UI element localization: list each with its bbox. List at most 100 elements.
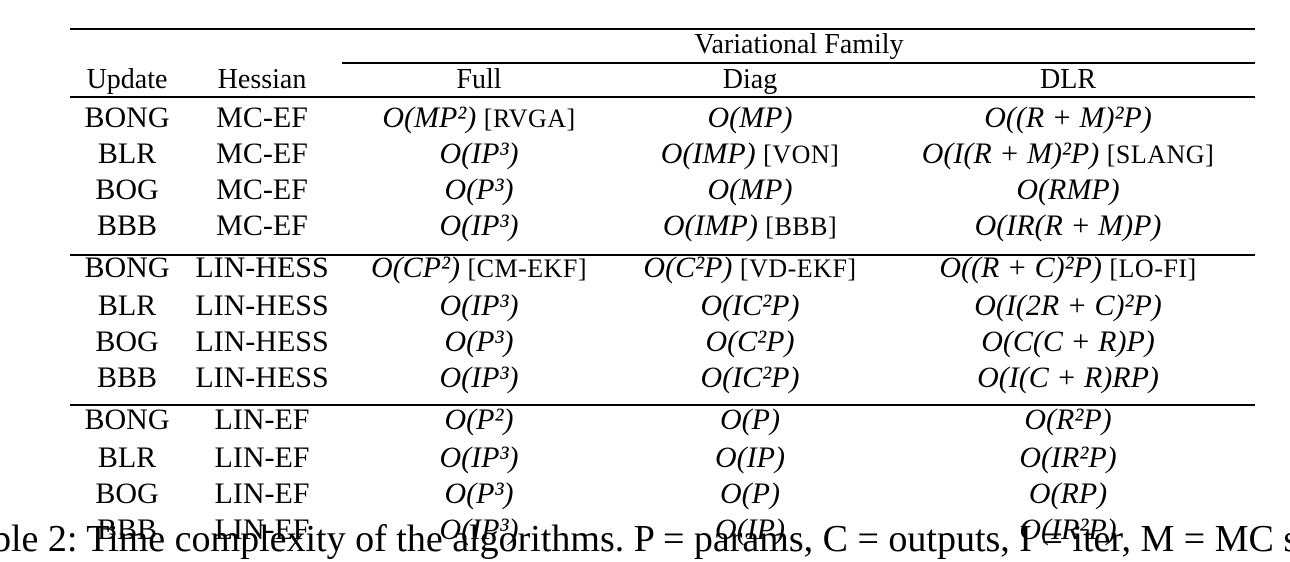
full-complexity-cell: O(P³) (445, 172, 514, 208)
hessian-cell: LIN-HESS (195, 251, 329, 284)
update-cell: BBB (96, 361, 158, 394)
header-rule (70, 96, 1255, 98)
full-complexity-cell: O(IP³) (440, 512, 519, 548)
update-cell: BONG (84, 251, 170, 284)
hessian-cell: LIN-HESS (195, 361, 329, 394)
diag-complexity-cell: O(IMP) [VON] (661, 136, 840, 173)
table-caption: ble 2: Time complexity of the algorithms… (0, 518, 1290, 560)
hessian-cell: LIN-EF (214, 513, 310, 546)
dlr-complexity-cell: O(IR²P) (1019, 512, 1116, 548)
full-complexity-cell: O(P³) (445, 476, 514, 512)
top-rule (70, 28, 1255, 30)
section-rule-1 (70, 254, 1255, 256)
hessian-cell: MC-EF (216, 173, 308, 206)
diag-complexity-cell: O(IP) (715, 512, 785, 548)
dlr-complexity: O((R + M)²P) (984, 101, 1152, 134)
diag-complexity-cell: O(IC²P) (701, 360, 800, 396)
full-complexity-cell: O(P³) (445, 324, 514, 360)
full-header: Full (456, 64, 502, 95)
dlr-complexity: O(I(2R + C)²P) (974, 289, 1162, 322)
dlr-complexity-cell: O((R + M)²P) (984, 100, 1152, 136)
dlr-complexity-cell: O(C(C + R)P) (981, 324, 1155, 360)
dlr-complexity: O(R²P) (1024, 403, 1112, 436)
dlr-complexity-cell: O(R²P) (1024, 402, 1111, 438)
diag-complexity-cell: O(IMP) [BBB] (663, 208, 837, 245)
update-cell: BONG (84, 101, 170, 134)
diag-complexity-cell: O(MP) (708, 100, 793, 136)
diag-complexity-cell: O(IC²P) (701, 288, 800, 324)
full-complexity-cell: O(IP³) (440, 360, 519, 396)
dlr-complexity: O(I(C + R)RP) (977, 361, 1159, 394)
update-header: Update (86, 64, 168, 95)
dlr-complexity: O(C(C + R)P) (981, 325, 1155, 358)
diag-complexity: O(IMP) (662, 209, 758, 242)
hessian-cell: MC-EF (216, 101, 308, 134)
full-complexity: O(MP²) (382, 101, 477, 134)
dlr-complexity-cell: O(IR²P) (1019, 440, 1116, 476)
diag-complexity-cell: O(IP) (715, 440, 785, 476)
diag-complexity: O(C²P) (643, 251, 733, 284)
variational-family-header: Variational Family (694, 29, 904, 60)
update-cell: BLR (97, 137, 157, 170)
full-complexity: O(IP³) (439, 137, 519, 170)
citation-tag: [VON] (763, 140, 840, 169)
diag-complexity: O(P) (720, 477, 780, 510)
hessian-cell: LIN-HESS (195, 289, 329, 322)
citation-tag: [LO-FI] (1109, 254, 1197, 283)
hessian-cell: MC-EF (216, 209, 308, 242)
dlr-complexity: O(IR²P) (1019, 513, 1117, 546)
citation-tag: [CM-EKF] (467, 254, 588, 283)
dlr-complexity-cell: O(RMP) (1016, 172, 1119, 208)
dlr-complexity-cell: O(IR(R + M)P) (975, 208, 1162, 244)
full-complexity: O(P²) (444, 403, 514, 436)
hessian-header: Hessian (217, 64, 307, 95)
full-complexity-cell: O(IP³) (440, 208, 519, 244)
dlr-complexity-cell: O(I(R + M)²P) [SLANG] (922, 136, 1215, 173)
diag-complexity-cell: O(MP) (708, 172, 793, 208)
citation-tag: [SLANG] (1106, 140, 1215, 169)
full-complexity: O(IP³) (439, 289, 519, 322)
group-rule (342, 62, 1255, 64)
diag-complexity: O(IC²P) (700, 289, 800, 322)
update-cell: BOG (95, 325, 159, 358)
diag-complexity: O(P) (720, 403, 780, 436)
full-complexity: O(IP³) (439, 441, 519, 474)
section-rule-2 (70, 404, 1255, 406)
diag-complexity: O(IMP) (660, 137, 756, 170)
hessian-cell: MC-EF (216, 137, 308, 170)
full-complexity-cell: O(IP³) (440, 288, 519, 324)
diag-complexity-cell: O(C²P) [VD-EKF] (643, 250, 856, 287)
update-cell: BOG (95, 477, 159, 510)
full-complexity: O(IP³) (439, 361, 519, 394)
citation-tag: [RVGA] (483, 104, 576, 133)
dlr-complexity-cell: O((R + C)²P) [LO-FI] (939, 250, 1196, 287)
update-cell: BBB (96, 513, 158, 546)
dlr-complexity: O(IR(R + M)P) (974, 209, 1162, 242)
hessian-cell: LIN-EF (214, 441, 310, 474)
dlr-complexity: O(I(R + M)²P) (921, 137, 1100, 170)
hessian-cell: LIN-EF (214, 477, 310, 510)
citation-tag: [VD-EKF] (739, 254, 857, 283)
full-complexity-cell: O(CP²) [CM-EKF] (371, 250, 587, 287)
diag-complexity: O(MP) (707, 173, 793, 206)
update-cell: BLR (97, 441, 157, 474)
diag-complexity: O(IC²P) (700, 361, 800, 394)
dlr-complexity: O(RP) (1028, 477, 1108, 510)
full-complexity: O(P³) (444, 325, 514, 358)
dlr-complexity-cell: O(I(C + R)RP) (977, 360, 1159, 396)
diag-header: Diag (722, 64, 778, 95)
dlr-complexity: O(RMP) (1016, 173, 1120, 206)
update-cell: BBB (96, 209, 158, 242)
full-complexity: O(P³) (444, 477, 514, 510)
diag-complexity-cell: O(P) (720, 476, 780, 512)
full-complexity: O(IP³) (439, 209, 519, 242)
full-complexity: O(P³) (444, 173, 514, 206)
hessian-cell: LIN-HESS (195, 325, 329, 358)
dlr-complexity: O((R + C)²P) (939, 251, 1102, 284)
update-cell: BOG (95, 173, 159, 206)
dlr-header: DLR (1040, 64, 1096, 95)
full-complexity-cell: O(IP³) (440, 136, 519, 172)
diag-complexity: O(MP) (707, 101, 793, 134)
diag-complexity: O(C²P) (705, 325, 795, 358)
full-complexity-cell: O(MP²) [RVGA] (382, 100, 575, 137)
